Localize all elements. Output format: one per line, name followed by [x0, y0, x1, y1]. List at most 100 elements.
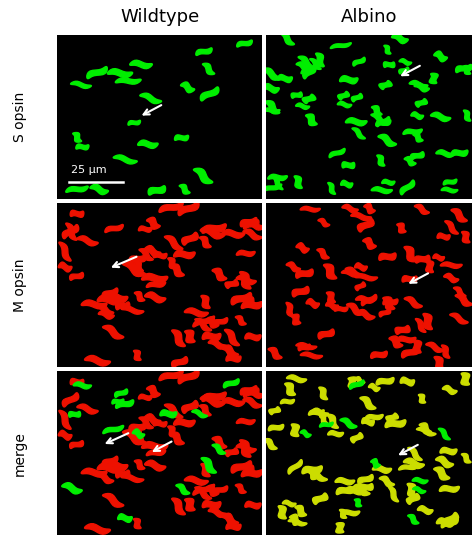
Polygon shape [70, 378, 84, 386]
Polygon shape [300, 430, 311, 437]
Polygon shape [182, 400, 198, 413]
Polygon shape [243, 388, 259, 398]
Polygon shape [200, 237, 211, 248]
Polygon shape [182, 232, 198, 245]
Polygon shape [70, 272, 83, 280]
Polygon shape [164, 236, 183, 250]
Polygon shape [400, 180, 415, 195]
Polygon shape [402, 276, 417, 282]
Polygon shape [378, 134, 396, 146]
Polygon shape [464, 110, 471, 121]
Polygon shape [237, 419, 255, 424]
Polygon shape [306, 299, 319, 308]
Polygon shape [134, 350, 141, 360]
Polygon shape [351, 433, 363, 443]
Polygon shape [371, 351, 387, 358]
Polygon shape [326, 301, 338, 310]
Polygon shape [225, 329, 239, 346]
Polygon shape [73, 132, 82, 142]
Polygon shape [310, 59, 321, 69]
Polygon shape [379, 476, 394, 487]
Polygon shape [181, 82, 195, 93]
Polygon shape [58, 430, 72, 440]
Polygon shape [309, 410, 324, 415]
Polygon shape [309, 470, 328, 481]
Polygon shape [146, 385, 160, 398]
Polygon shape [407, 483, 416, 497]
Polygon shape [342, 162, 355, 168]
Polygon shape [221, 398, 245, 406]
Polygon shape [146, 450, 165, 456]
Polygon shape [145, 460, 166, 471]
Polygon shape [121, 475, 144, 483]
Polygon shape [383, 62, 395, 68]
Polygon shape [397, 223, 406, 233]
Polygon shape [408, 448, 422, 461]
Polygon shape [241, 470, 263, 477]
Polygon shape [173, 419, 195, 427]
Polygon shape [201, 464, 210, 477]
Polygon shape [134, 519, 141, 529]
Polygon shape [451, 209, 467, 222]
Polygon shape [231, 293, 252, 305]
Polygon shape [371, 114, 388, 125]
Polygon shape [288, 519, 307, 526]
Polygon shape [193, 484, 215, 495]
Polygon shape [280, 32, 294, 45]
Polygon shape [404, 297, 422, 308]
Polygon shape [212, 486, 228, 494]
Polygon shape [353, 57, 365, 66]
Polygon shape [379, 253, 396, 260]
Polygon shape [212, 268, 227, 281]
Polygon shape [192, 410, 208, 418]
Polygon shape [116, 302, 130, 310]
Polygon shape [403, 458, 424, 469]
Polygon shape [395, 325, 410, 335]
Polygon shape [129, 255, 146, 263]
Polygon shape [200, 394, 225, 407]
Polygon shape [388, 486, 399, 502]
Polygon shape [298, 344, 310, 351]
Polygon shape [317, 249, 329, 259]
Polygon shape [263, 83, 279, 93]
Polygon shape [201, 295, 210, 308]
Polygon shape [296, 103, 310, 109]
Polygon shape [278, 506, 286, 519]
Polygon shape [268, 174, 287, 181]
Polygon shape [172, 357, 188, 367]
Polygon shape [426, 342, 444, 352]
Polygon shape [456, 65, 472, 73]
Polygon shape [222, 345, 238, 358]
Polygon shape [371, 187, 392, 194]
Polygon shape [376, 378, 394, 385]
Polygon shape [419, 423, 431, 434]
Polygon shape [97, 305, 114, 315]
Polygon shape [341, 180, 353, 188]
Polygon shape [58, 262, 72, 272]
Polygon shape [201, 87, 219, 101]
Polygon shape [138, 394, 152, 400]
Polygon shape [433, 254, 445, 261]
Polygon shape [200, 226, 225, 239]
Polygon shape [409, 81, 428, 89]
Polygon shape [329, 148, 345, 158]
Polygon shape [360, 397, 376, 409]
Polygon shape [441, 518, 458, 528]
Polygon shape [118, 514, 132, 522]
Polygon shape [129, 423, 146, 431]
Polygon shape [439, 486, 459, 492]
Polygon shape [128, 121, 140, 125]
Polygon shape [185, 498, 195, 511]
Polygon shape [373, 465, 392, 473]
Polygon shape [116, 470, 130, 478]
Polygon shape [268, 348, 282, 359]
Polygon shape [365, 414, 383, 420]
Polygon shape [383, 299, 398, 305]
Polygon shape [437, 233, 450, 240]
Polygon shape [302, 466, 322, 474]
Polygon shape [450, 313, 468, 324]
Polygon shape [355, 263, 367, 271]
Polygon shape [81, 468, 107, 477]
Polygon shape [135, 292, 145, 301]
Polygon shape [178, 202, 199, 216]
